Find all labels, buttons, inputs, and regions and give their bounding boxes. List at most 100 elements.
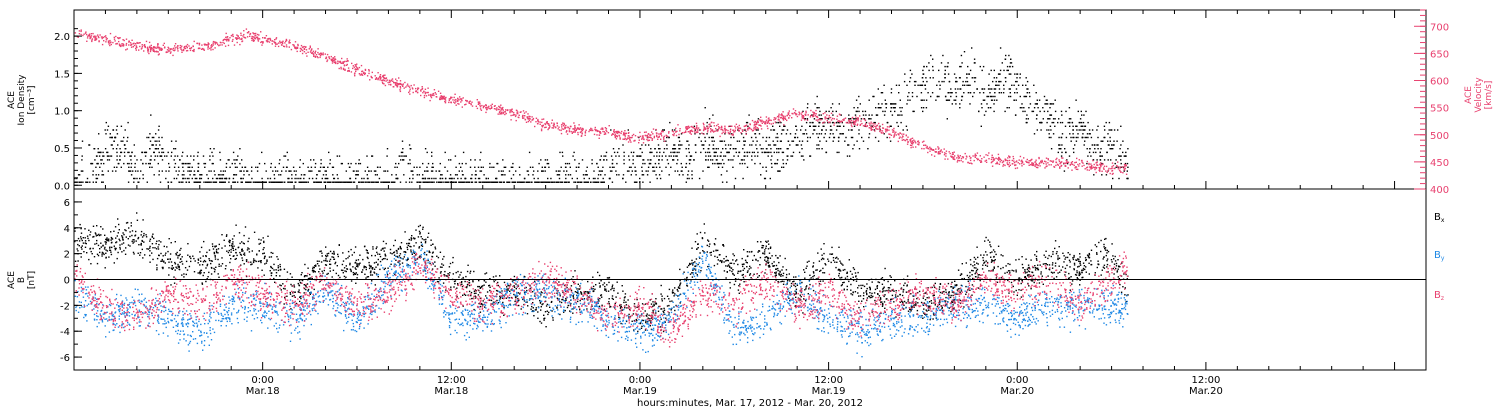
- data-point: [743, 129, 745, 131]
- data-point: [776, 133, 778, 135]
- data-point: [1120, 162, 1122, 165]
- data-point: [104, 148, 107, 150]
- data-point: [449, 181, 451, 183]
- data-point: [611, 170, 613, 172]
- data-point: [569, 127, 571, 130]
- data-point: [624, 134, 626, 136]
- data-point: [125, 222, 128, 224]
- data-point: [1027, 88, 1029, 90]
- data-point: [818, 125, 820, 127]
- data-point: [673, 151, 676, 154]
- data-point: [710, 136, 713, 139]
- data-point: [998, 80, 1000, 83]
- data-point: [223, 42, 225, 45]
- data-point: [294, 41, 297, 43]
- data-point: [1008, 54, 1010, 57]
- data-point: [658, 174, 661, 176]
- data-point: [156, 140, 158, 142]
- data-point: [1115, 166, 1117, 168]
- data-point: [788, 110, 790, 112]
- data-point: [1105, 174, 1108, 176]
- data-point: [985, 110, 987, 113]
- data-point: [657, 138, 659, 140]
- data-point: [371, 155, 374, 157]
- data-point: [768, 122, 771, 125]
- data-point: [504, 174, 506, 176]
- data-point: [177, 45, 179, 47]
- data-point: [332, 181, 334, 183]
- data-point: [804, 118, 807, 120]
- data-point: [883, 84, 885, 86]
- data-point: [552, 319, 554, 321]
- data-point: [901, 139, 903, 141]
- data-point: [770, 129, 772, 131]
- data-point: [500, 104, 502, 106]
- data-point: [739, 162, 741, 165]
- data-point: [632, 162, 634, 165]
- data-point: [609, 166, 611, 168]
- data-point: [421, 177, 424, 180]
- data-point: [447, 181, 449, 183]
- data-point: [303, 181, 305, 183]
- data-point: [461, 99, 463, 102]
- data-point: [226, 38, 228, 40]
- data-point: [461, 162, 463, 165]
- data-point: [748, 127, 750, 129]
- data-point: [197, 170, 199, 172]
- data-point: [498, 108, 500, 111]
- data-point: [1084, 136, 1086, 139]
- data-point: [1075, 166, 1078, 168]
- data-point: [751, 151, 754, 154]
- data-point: [1008, 88, 1010, 90]
- data-point: [816, 116, 819, 119]
- data-point: [947, 99, 949, 101]
- data-point: [418, 181, 420, 183]
- data-point: [941, 151, 944, 153]
- data-point: [221, 177, 224, 180]
- data-point: [800, 113, 802, 115]
- data-point: [122, 140, 124, 142]
- data-point: [565, 131, 567, 133]
- data-point: [832, 114, 834, 116]
- data-point: [875, 127, 877, 130]
- data-point: [1059, 162, 1061, 165]
- data-point: [999, 161, 1001, 163]
- data-point: [317, 48, 319, 50]
- data-point: [233, 181, 236, 183]
- data-point: [173, 49, 175, 52]
- data-point: [642, 142, 645, 144]
- data-point: [130, 166, 132, 168]
- data-point: [753, 128, 755, 130]
- data-point: [897, 140, 899, 143]
- data-point: [439, 96, 441, 98]
- data-point: [291, 174, 293, 176]
- data-point: [338, 155, 341, 157]
- data-point: [822, 122, 824, 124]
- data-point: [1016, 92, 1018, 94]
- data-point: [909, 140, 911, 142]
- data-point: [791, 117, 793, 119]
- data-point: [683, 131, 685, 134]
- data-point: [444, 177, 447, 180]
- data-point: [1028, 160, 1030, 162]
- data-point: [177, 174, 179, 176]
- data-point: [188, 177, 190, 180]
- data-point: [962, 156, 965, 158]
- data-point: [433, 177, 435, 180]
- data-point: [409, 90, 411, 92]
- data-point: [981, 158, 983, 160]
- data-point: [160, 155, 162, 157]
- data-point: [1070, 161, 1073, 164]
- data-point: [766, 121, 768, 123]
- data-point: [992, 156, 994, 159]
- data-point: [579, 181, 581, 183]
- data-point: [252, 32, 254, 34]
- data-point: [999, 47, 1002, 49]
- data-point: [504, 111, 506, 113]
- data-point: [875, 303, 877, 305]
- data-point: [531, 116, 533, 118]
- data-point: [665, 166, 667, 168]
- data-point: [330, 58, 332, 61]
- data-point: [520, 111, 522, 113]
- data-point: [634, 170, 636, 172]
